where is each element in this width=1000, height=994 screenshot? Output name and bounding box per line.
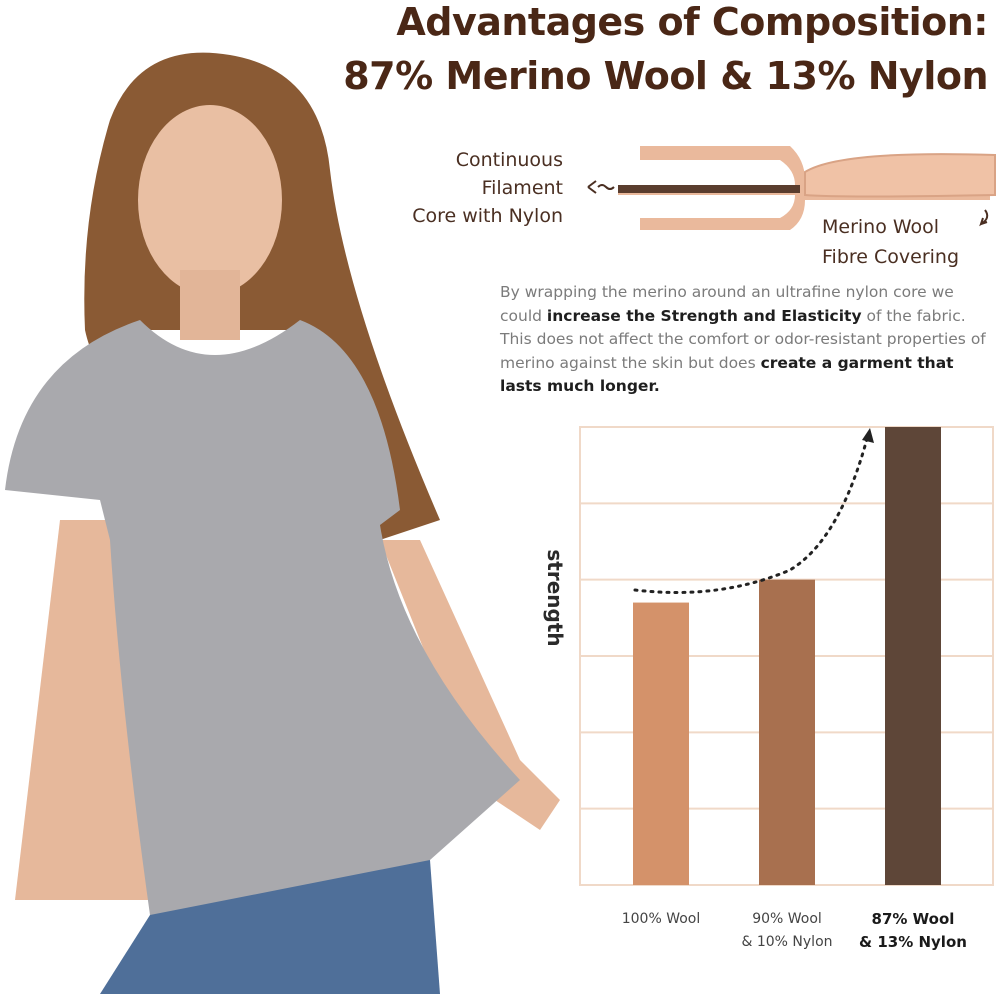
y-axis-label: strength xyxy=(543,549,567,646)
wave xyxy=(597,184,615,190)
x-tick-label: 87% Wool & 13% Nylon xyxy=(859,910,967,951)
bar xyxy=(633,602,689,885)
core-label: Continuous Filament Core with Nylon xyxy=(412,149,563,227)
core xyxy=(618,185,800,193)
description-text: of the fabric. This does not affect the … xyxy=(500,306,986,372)
jeans xyxy=(100,860,440,994)
bar xyxy=(885,427,941,885)
arm xyxy=(380,540,560,830)
chart: strength xyxy=(543,426,994,886)
x-tick-label: 100% Wool xyxy=(621,911,701,927)
covering-label: Merino Wool Fibre Covering xyxy=(822,216,960,268)
arrow xyxy=(979,209,989,227)
shirt xyxy=(5,320,520,916)
x-tick-label: 90% Wool & 10% Nylon xyxy=(741,911,833,950)
fibre-bundle xyxy=(804,153,996,198)
face xyxy=(138,105,282,295)
arrow xyxy=(587,180,597,194)
description-text: By wrapping the merino around an ultrafi… xyxy=(500,283,954,325)
description: By wrapping the merino around an ultrafi… xyxy=(500,281,992,399)
arrow-head xyxy=(862,428,874,443)
description-text: increase the Strength and Elasticity xyxy=(546,306,862,325)
description-text: create a garment that lasts much longer. xyxy=(500,353,954,396)
neck xyxy=(180,270,240,340)
trend-arrow xyxy=(633,433,870,594)
subtitle: 87% Merino Wool & 13% Nylon xyxy=(343,54,988,98)
title: Advantages of Composition: xyxy=(396,0,988,44)
bar xyxy=(759,579,815,885)
